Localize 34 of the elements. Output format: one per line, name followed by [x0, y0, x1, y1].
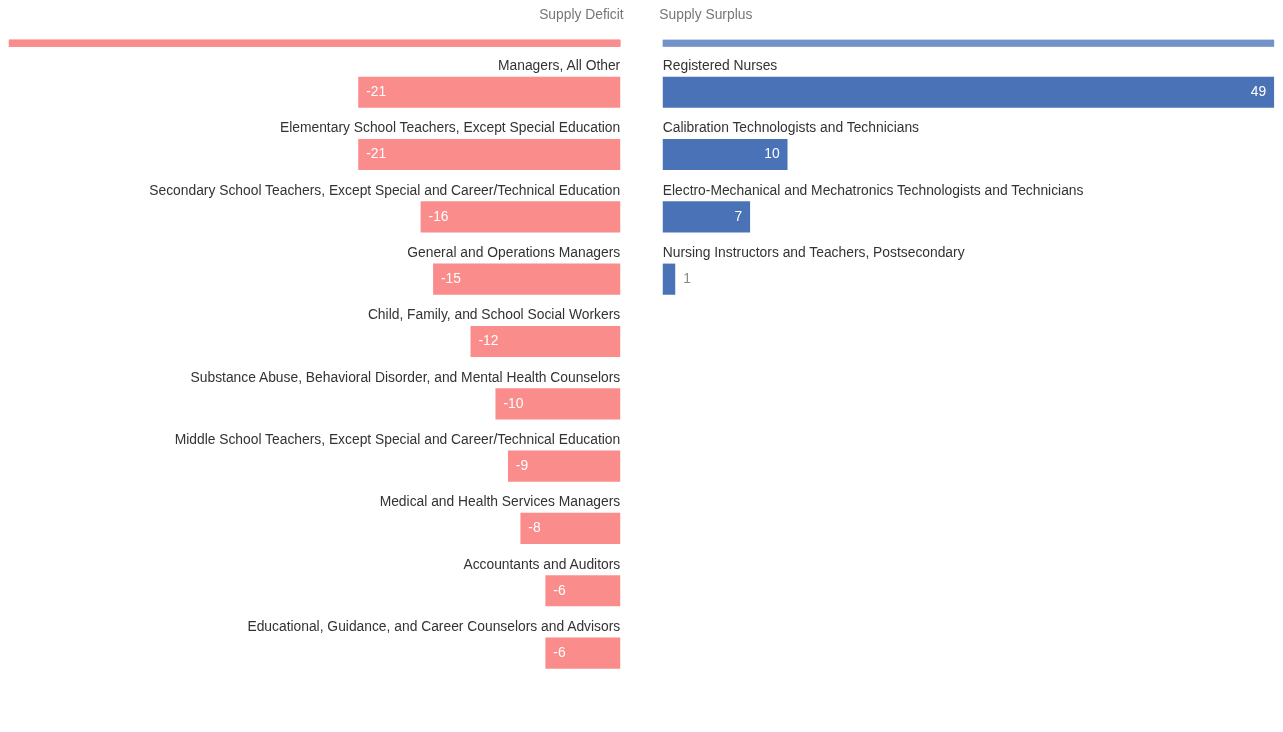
- data-label: 49: [1250, 83, 1267, 100]
- y-tick-label: Substance Abuse, Behavioral Disorder, and Mental Health Counselors: [190, 368, 621, 385]
- data-label: -12: [478, 332, 499, 349]
- bar: [662, 263, 676, 295]
- y-tick-label: Medical and Health Services Managers: [379, 493, 621, 510]
- y-tick-label: Accountants and Auditors: [463, 555, 621, 572]
- y-tick-label: Educational, Guidance, and Career Counselors and Advisors: [247, 617, 621, 634]
- y-tick-label: Nursing Instructors and Teachers, Postsecondary: [662, 243, 965, 260]
- bar: [662, 201, 751, 233]
- y-tick-label: Registered Nurses: [662, 56, 778, 73]
- data-label: -21: [366, 83, 387, 100]
- y-tick-label: Middle School Teachers, Except Special and Career/Technical Education: [174, 430, 621, 447]
- data-label: -16: [428, 207, 449, 224]
- y-tick-label: General and Operations Managers: [407, 243, 621, 260]
- data-label: -8: [528, 519, 541, 536]
- bar: [662, 76, 1275, 108]
- chart-title: Supply Deficit: [539, 6, 624, 23]
- data-label: -9: [515, 457, 529, 474]
- y-tick-label: Elementary School Teachers, Except Special Education: [279, 119, 621, 136]
- y-tick-label: Managers, All Other: [498, 56, 621, 73]
- data-label: -6: [553, 581, 566, 598]
- y-tick-label: Calibration Technologists and Technicians: [662, 119, 920, 136]
- bar: [662, 138, 788, 171]
- y-tick-label: Secondary School Teachers, Except Special and Career/Technical Education: [149, 181, 621, 198]
- data-label: 1: [683, 270, 692, 287]
- data-label: -10: [503, 394, 524, 411]
- y-tick-label: Child, Family, and School Social Workers: [367, 306, 621, 323]
- data-label: 10: [764, 145, 780, 162]
- y-tick-label: Electro-Mechanical and Mechatronics Technologists and Technicians: [662, 181, 1084, 198]
- chart-title: Supply Surplus: [659, 6, 753, 23]
- data-label: -6: [553, 644, 566, 661]
- data-label: -15: [441, 270, 462, 287]
- data-label: 7: [734, 207, 743, 224]
- data-label: -21: [366, 145, 387, 162]
